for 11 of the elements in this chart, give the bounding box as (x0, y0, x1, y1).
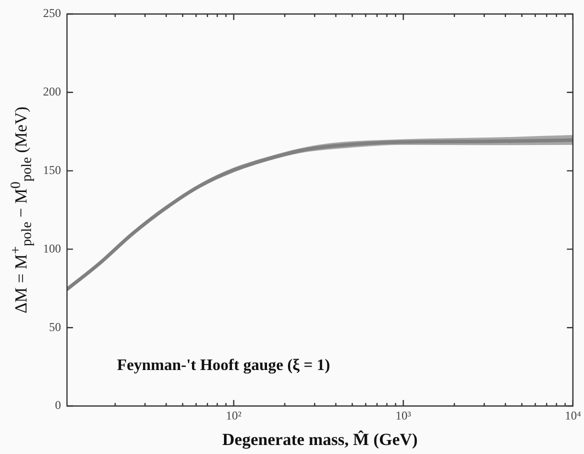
x-tick-label: 10³ (396, 408, 412, 422)
x-tick-label: 10² (226, 408, 242, 422)
x-tick-label: 10⁴ (564, 408, 581, 422)
annotation: Feynman-'t Hooft gauge (ξ = 1) (117, 357, 330, 374)
y-tick-label: 250 (43, 6, 61, 20)
y-tick-label: 50 (49, 320, 61, 334)
x-axis-title: Degenerate mass, M̂ (GeV) (222, 430, 418, 450)
y-tick-label: 150 (43, 162, 61, 177)
y-tick-label: 200 (43, 84, 61, 99)
y-tick-label: 0 (55, 398, 61, 412)
y-tick-label: 100 (43, 241, 61, 256)
